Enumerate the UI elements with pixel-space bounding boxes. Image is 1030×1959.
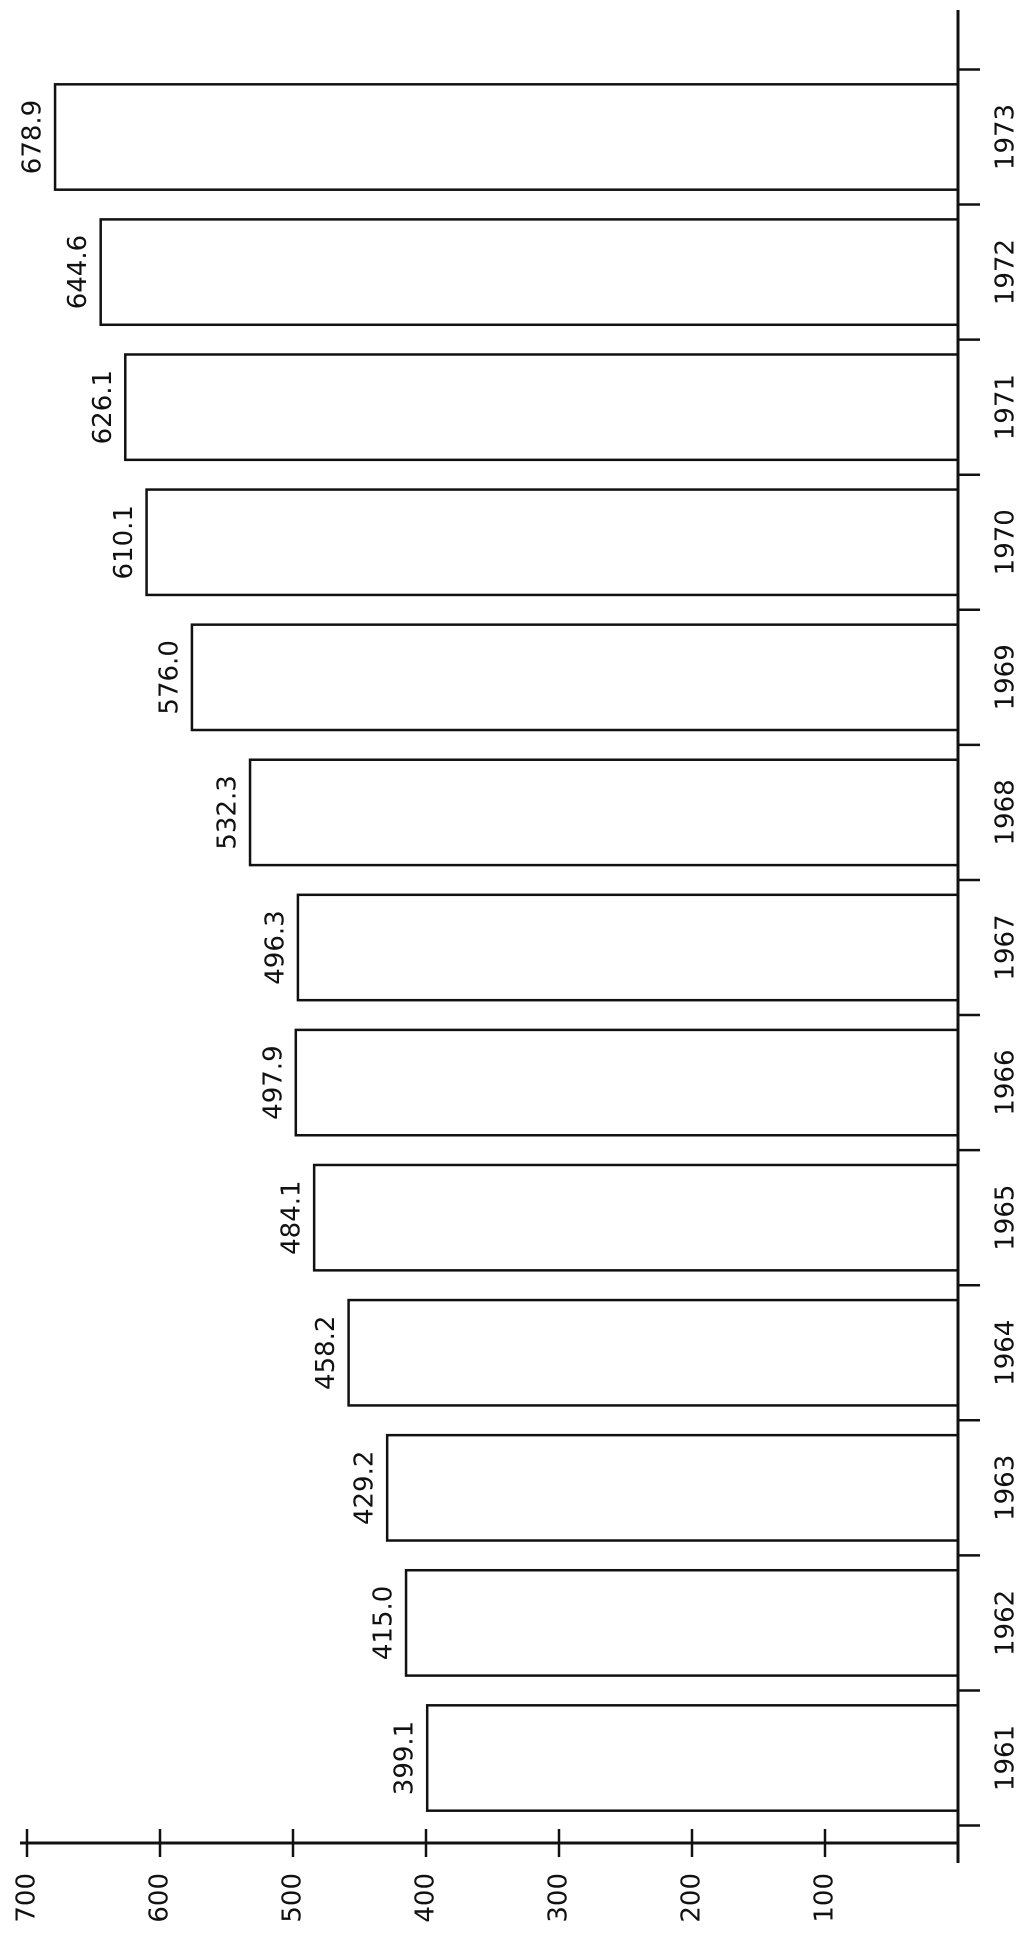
value-label: 399.1 bbox=[390, 1721, 420, 1795]
value-label: 576.0 bbox=[154, 640, 184, 714]
value-label: 496.3 bbox=[260, 910, 290, 984]
value-label: 626.1 bbox=[88, 370, 118, 444]
value-tick-label: 600 bbox=[145, 1873, 175, 1923]
bar bbox=[190, 623, 960, 732]
value-label: 644.6 bbox=[63, 235, 93, 309]
category-label: 1965 bbox=[991, 1185, 1021, 1251]
bar bbox=[385, 1433, 960, 1542]
value-label: 458.2 bbox=[311, 1316, 341, 1390]
category-label: 1968 bbox=[991, 779, 1021, 845]
category-label: 1963 bbox=[991, 1455, 1021, 1521]
value-label: 610.1 bbox=[109, 505, 139, 579]
bar bbox=[145, 488, 960, 597]
category-label: 1973 bbox=[991, 104, 1021, 170]
category-label: 1962 bbox=[991, 1590, 1021, 1656]
value-tick-label: 200 bbox=[677, 1873, 707, 1923]
bar bbox=[296, 893, 960, 1002]
category-label: 1969 bbox=[991, 644, 1021, 710]
value-label: 429.2 bbox=[350, 1451, 380, 1525]
category-label: 1961 bbox=[991, 1725, 1021, 1791]
value-tick-label: 500 bbox=[278, 1873, 308, 1923]
bar bbox=[425, 1704, 960, 1812]
category-label: 1967 bbox=[991, 914, 1021, 980]
category-label: 1970 bbox=[991, 509, 1021, 575]
bar bbox=[99, 218, 960, 327]
value-tick-label: 100 bbox=[810, 1873, 840, 1923]
value-tick-label: 300 bbox=[544, 1873, 574, 1923]
value-label: 415.0 bbox=[369, 1586, 399, 1660]
bar bbox=[124, 353, 960, 462]
bar bbox=[347, 1298, 960, 1407]
value-label: 484.1 bbox=[277, 1180, 307, 1254]
value-label: 678.9 bbox=[18, 100, 48, 174]
category-label: 1964 bbox=[991, 1320, 1021, 1386]
value-label: 497.9 bbox=[258, 1045, 288, 1119]
bar bbox=[294, 1028, 960, 1137]
value-tick-label: 400 bbox=[411, 1873, 441, 1923]
category-label: 1971 bbox=[991, 374, 1021, 440]
value-tick-label: 700 bbox=[12, 1873, 42, 1923]
value-label: 532.3 bbox=[213, 775, 243, 849]
category-label: 1972 bbox=[991, 239, 1021, 305]
bar bbox=[404, 1568, 960, 1677]
category-label: 1966 bbox=[991, 1049, 1021, 1115]
bar bbox=[53, 83, 960, 191]
bar bbox=[312, 1163, 960, 1272]
bar bbox=[248, 758, 960, 867]
